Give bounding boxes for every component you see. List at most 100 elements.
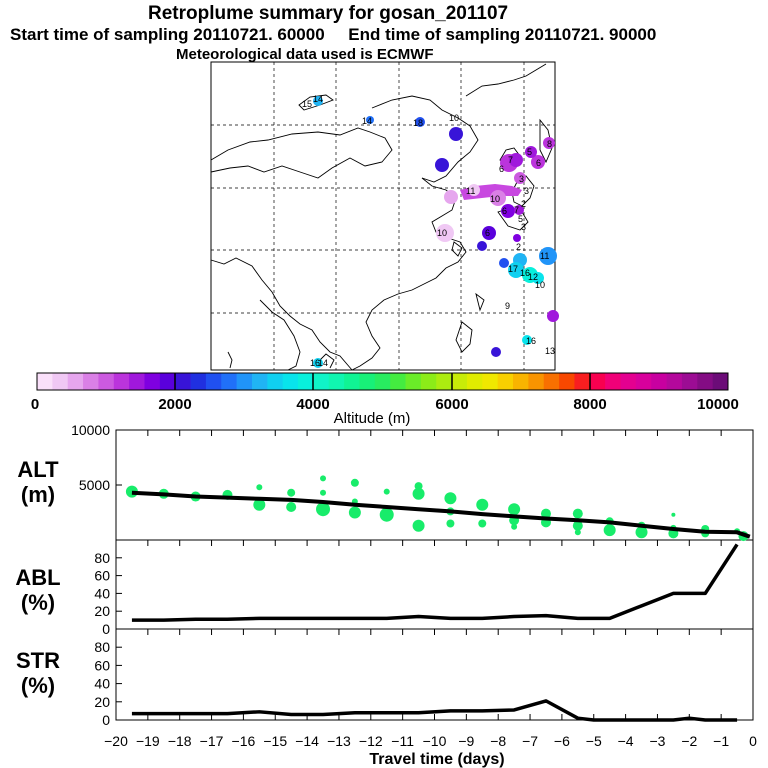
colorbar-tick-label: 6000 [435, 396, 468, 413]
abl-ytick-label: 20 [94, 603, 110, 619]
xtick-label: −5 [586, 733, 602, 749]
colorbar-cell [497, 373, 514, 390]
plume-marker [514, 205, 524, 215]
map-label: 7 [508, 155, 513, 165]
alt-point [574, 529, 581, 536]
alt-point [287, 488, 296, 497]
colorbar-cell [190, 373, 207, 390]
xtick-label: −15 [263, 733, 287, 749]
plume-marker [499, 258, 509, 268]
xtick-label: −13 [327, 733, 351, 749]
abl-panel-frame [115, 539, 754, 630]
plume-marker [444, 190, 458, 204]
colorbar-cell [466, 373, 483, 390]
alt-point [256, 484, 263, 491]
str-ylabel: STR [16, 648, 60, 673]
alt-point [316, 502, 331, 517]
colorbar-tick-label: 2000 [158, 396, 191, 413]
map-label: 14 [318, 358, 328, 368]
colorbar-cell [251, 373, 268, 390]
plume-markers [313, 96, 559, 368]
map-label: 14 [362, 116, 372, 126]
plume-marker [436, 224, 454, 242]
xtick-label: −3 [649, 733, 665, 749]
plume-marker [532, 272, 544, 284]
alt-point [379, 507, 394, 522]
colorbar-label: Altitude (m) [334, 410, 411, 427]
colorbar-cell [681, 373, 698, 390]
colorbar-cell [267, 373, 284, 390]
xtick-label: −14 [295, 733, 319, 749]
map-label: 7 [514, 205, 519, 215]
plume-marker [313, 358, 323, 368]
colorbar-cell [451, 373, 468, 390]
map-label: 11 [466, 186, 475, 196]
plume-marker [468, 184, 480, 196]
plume-marker [313, 96, 323, 106]
colorbar-cell [37, 373, 53, 390]
str-ytick-label: 0 [102, 712, 110, 728]
colorbar-dividers [174, 373, 591, 390]
alt-point [320, 489, 327, 496]
colorbar-cell [67, 373, 84, 390]
alt-point [540, 508, 551, 519]
colorbar-cell [344, 373, 360, 390]
colorbar-cell [129, 373, 145, 390]
chart-title: Retroplume summary for gosan_201107 [148, 3, 509, 24]
plume-marker [525, 146, 537, 158]
abl-line [131, 543, 739, 622]
colorbar-cell [98, 373, 115, 390]
meteorological-data-note: Meteorological data used is ECMWF [176, 46, 434, 63]
map-label: 12 [528, 272, 538, 282]
str-panel: 0 20 40 60 80 [94, 629, 754, 728]
alt-point [412, 519, 425, 532]
plume-marker [491, 347, 501, 357]
colorbar-tick-label: 0 [31, 396, 39, 413]
plume-marker [509, 153, 523, 167]
alt-point [444, 492, 457, 505]
plume-marker [415, 117, 425, 127]
colorbar-cell [282, 373, 299, 390]
colorbar-cell [298, 373, 314, 390]
colorbar-cells [37, 373, 729, 390]
plume-marker [531, 155, 545, 169]
map-label: 6 [536, 158, 541, 168]
xtick-label: −19 [136, 733, 160, 749]
plume-marker [539, 247, 557, 265]
alt-point [320, 475, 327, 482]
alt-point [478, 519, 487, 528]
alt-ylabel-unit: (m) [21, 482, 55, 507]
plume-labels: 15 14 14 18 10 7 6 6 5 3 3 8 2 11 10 7 6… [302, 94, 555, 368]
alt-point [414, 482, 423, 491]
xtick-label: −1 [713, 733, 729, 749]
plume-marker [514, 172, 526, 184]
alt-median-line [131, 490, 751, 539]
map-label: 10 [449, 113, 459, 123]
plume-marker [449, 127, 463, 141]
xtick-label: −12 [359, 733, 383, 749]
colorbar-cell [221, 373, 238, 390]
map-label: 2 [516, 242, 521, 252]
alt-point [383, 488, 390, 495]
colorbar-cell [405, 373, 422, 390]
map-label: 16 [526, 336, 536, 346]
colorbar-cell [697, 373, 714, 390]
abl-ylabel-unit: (%) [21, 590, 55, 615]
alt-point [603, 524, 616, 537]
plume-marker [477, 241, 487, 251]
plume-marker [522, 335, 532, 345]
plume-marker [482, 226, 496, 240]
colorbar-cell [651, 373, 667, 390]
plume-marker [508, 262, 524, 278]
sampling-times: Start time of sampling 20110721. 60000 E… [10, 25, 657, 44]
map-label: 3 [524, 186, 529, 196]
plume-marker [435, 158, 449, 172]
colorbar-ticks: 0 2000 4000 6000 8000 10000 [31, 396, 739, 413]
map-label: 16 [310, 358, 320, 368]
colorbar-cell [175, 373, 191, 390]
map-label: 17 [508, 264, 518, 274]
colorbar-frame [36, 372, 729, 391]
colorbar-cell [205, 373, 222, 390]
